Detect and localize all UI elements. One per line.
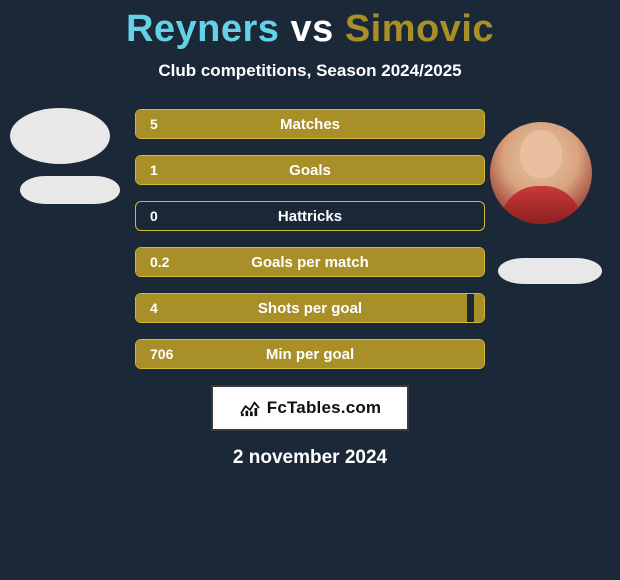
bar-fill-left [136,110,484,138]
player1-name: Reyners [126,8,279,50]
brand-badge: FcTables.com [211,385,409,431]
bar-fill-left [136,294,467,322]
player1-avatar [10,108,110,164]
player2-avatar [490,122,592,224]
stat-bar-row: Hattricks0 [135,201,485,231]
player1-flag [20,176,120,204]
brand-icon [239,399,261,417]
stat-bar-row: Goals per match0.2 [135,247,485,277]
bar-value-left: 0 [150,202,158,230]
bar-fill-left [136,156,484,184]
vs-text: vs [290,8,333,50]
bar-label: Hattricks [136,202,484,230]
comparison-title: Reyners vs Simovic [0,0,620,51]
stat-bar-row: Goals1 [135,155,485,185]
stat-bars: Matches5 Goals1 Hattricks0 Goals per match0… [135,109,485,369]
bar-fill-right [474,294,484,322]
player2-flag [498,258,602,284]
stat-bar-row: Shots per goal4 [135,293,485,323]
stat-bar-row: Matches5 [135,109,485,139]
date-text: 2 november 2024 [0,447,620,469]
player2-name: Simovic [345,8,494,50]
bar-fill-left [136,248,484,276]
stat-bar-row: Min per goal706 [135,339,485,369]
subtitle: Club competitions, Season 2024/2025 [0,61,620,81]
bar-fill-left [136,340,484,368]
brand-text: FcTables.com [267,398,382,418]
